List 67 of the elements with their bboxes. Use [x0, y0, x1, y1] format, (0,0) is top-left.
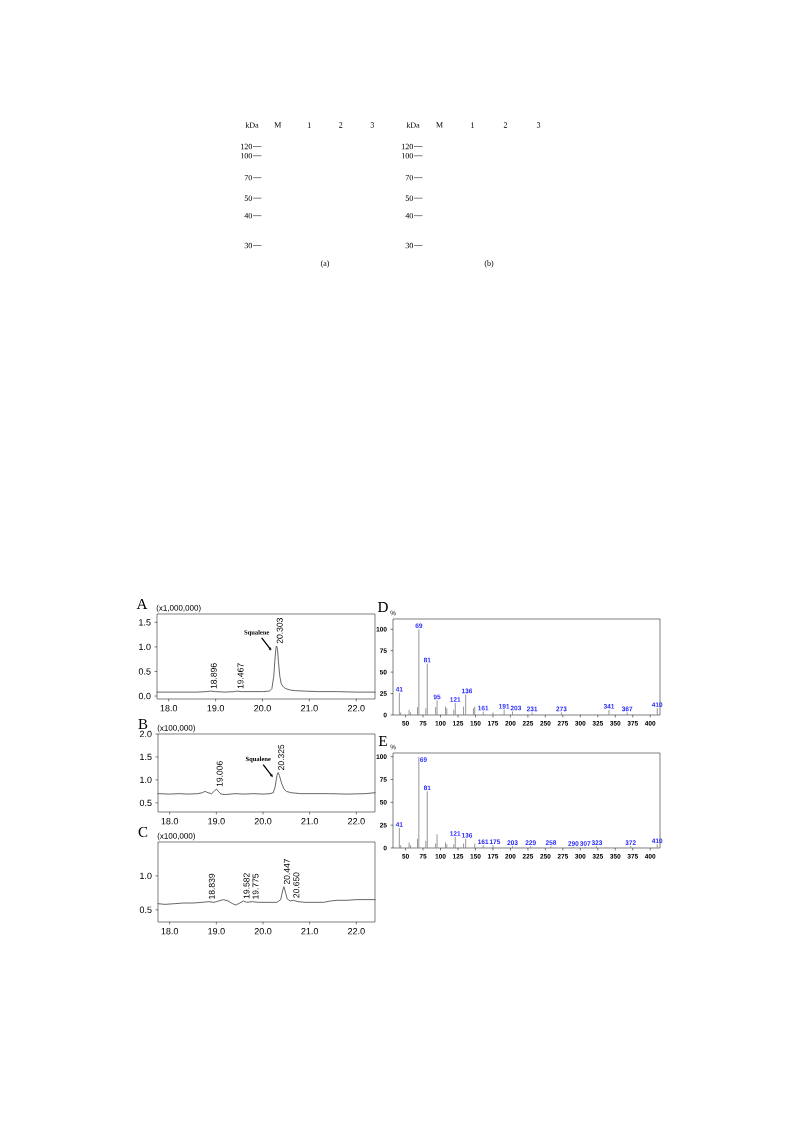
chart-title: E	[378, 736, 387, 746]
text: 120	[241, 143, 252, 150]
y-tick-label: 1.0	[140, 776, 152, 784]
x-tick-label: 21.0	[301, 928, 319, 935]
text: kDa	[245, 122, 259, 128]
x-tick-label: 21.0	[301, 818, 319, 825]
annotation: 19.582	[243, 873, 250, 899]
y-tick-label: 1.5	[139, 619, 151, 626]
text: (a)	[320, 260, 330, 268]
category-label: M	[436, 122, 443, 128]
category-label: M	[274, 122, 282, 128]
y-tick-label: 1.5	[140, 753, 152, 761]
y-tick-label: 0.5	[139, 799, 152, 807]
chart-title: B	[138, 719, 148, 729]
annotation: 19.006	[216, 761, 223, 787]
text: 100	[241, 153, 252, 159]
chart-title: C	[138, 826, 148, 838]
x-tick-label: 22.0	[347, 705, 365, 712]
text: 40	[244, 212, 252, 219]
x-tick-label: 20.0	[254, 705, 271, 712]
annotation: 18.896	[210, 663, 217, 689]
y-axis-title: (x100,000)	[157, 832, 195, 841]
y-tick-label: 0.0	[138, 692, 151, 700]
text: 30	[405, 242, 414, 249]
y-tick-label: 1.0	[139, 643, 151, 651]
category-label: 3	[536, 122, 541, 128]
y-tick-label: 0.5	[139, 906, 152, 913]
x-tick-label: 18.0	[160, 705, 178, 712]
category-label: 2	[503, 122, 508, 128]
x-tick-label: 21.0	[301, 705, 318, 712]
annotation: 18.839	[208, 873, 215, 899]
category-label: 1	[471, 122, 475, 128]
x-tick-label: 20.0	[254, 928, 272, 935]
text: 30	[244, 242, 252, 249]
chart-title: A	[136, 599, 148, 609]
annotation: 19.467	[237, 663, 244, 689]
chart-title: D	[378, 602, 388, 612]
text: 50	[405, 195, 414, 201]
x-tick-label: 18.0	[161, 928, 179, 935]
x-tick-label: 22.0	[348, 818, 365, 825]
text: 100	[402, 153, 414, 159]
category-label: 3	[370, 122, 374, 128]
x-tick-label: 22.0	[348, 928, 365, 935]
x-tick-label: 19.0	[207, 705, 225, 712]
y-tick-label: 2.0	[139, 730, 152, 738]
text: kDa	[406, 122, 420, 128]
x-tick-label: 18.0	[161, 818, 179, 825]
text: 50	[244, 195, 252, 201]
text: 40	[405, 212, 414, 219]
annotation: 20.325	[278, 744, 285, 770]
x-tick-label: 19.0	[208, 818, 225, 825]
text: (b)	[484, 260, 494, 268]
annotation: 20.650	[293, 872, 300, 898]
text: 120	[402, 143, 414, 150]
annotation: 20.303	[276, 618, 283, 644]
category-label: 2	[339, 122, 343, 128]
y-tick-label: 0.5	[138, 668, 151, 675]
y-tick-label: 1.0	[140, 872, 152, 880]
y-axis-title: (x100,000)	[157, 724, 195, 733]
annotation: 19.775	[252, 873, 259, 899]
x-tick-label: 20.0	[254, 818, 272, 825]
y-axis-title: (x1,000,000)	[156, 604, 201, 613]
text: 70	[244, 174, 252, 181]
category-label: 1	[307, 122, 311, 128]
text: 70	[405, 174, 414, 181]
annotation: 20.447	[283, 858, 290, 885]
x-tick-label: 19.0	[208, 928, 225, 935]
